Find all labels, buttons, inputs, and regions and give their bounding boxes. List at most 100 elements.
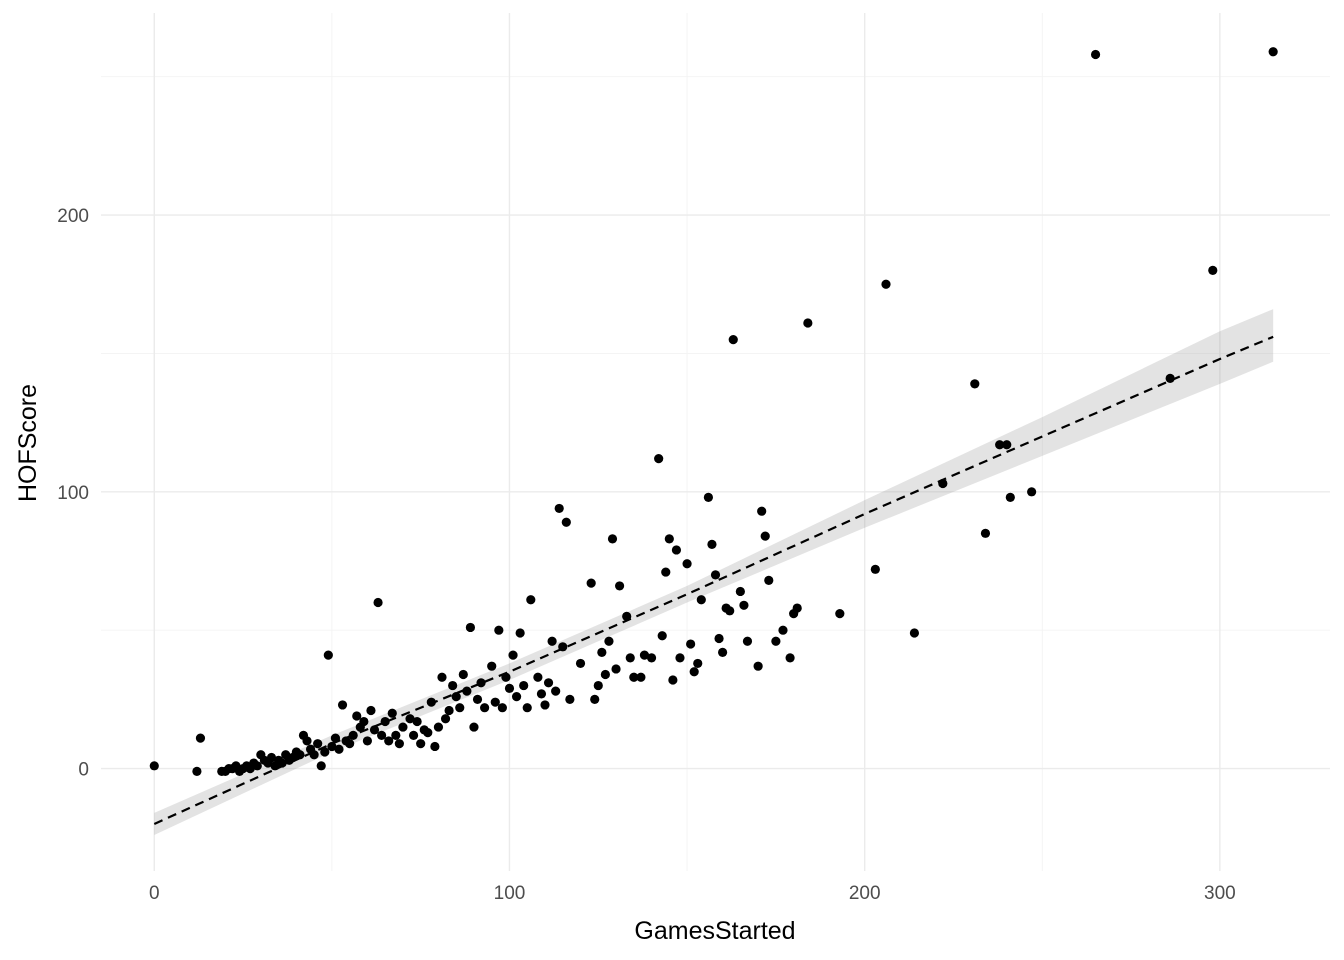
data-point: [398, 722, 408, 732]
data-point: [192, 766, 202, 776]
data-point: [835, 609, 845, 619]
data-point: [533, 672, 543, 682]
data-point: [554, 503, 564, 514]
data-point: [1268, 47, 1278, 57]
data-point: [405, 714, 415, 724]
data-point: [266, 752, 277, 763]
y-tick-label: 0: [78, 760, 89, 781]
data-point: [451, 692, 461, 702]
data-point: [803, 318, 813, 328]
data-point: [412, 716, 422, 727]
data-point: [416, 739, 426, 749]
data-point: [565, 694, 575, 705]
data-point: [661, 567, 671, 577]
data-point: [551, 686, 561, 696]
data-point: [476, 678, 486, 688]
data-point: [654, 454, 664, 464]
data-point: [362, 736, 373, 746]
data-point: [881, 279, 891, 289]
data-point: [682, 559, 692, 569]
data-point: [689, 667, 699, 677]
data-point: [352, 711, 362, 721]
data-point: [909, 628, 920, 638]
data-point: [320, 747, 330, 757]
data-point: [657, 631, 667, 641]
data-point: [778, 625, 788, 635]
data-point: [739, 600, 749, 610]
data-point: [671, 545, 682, 555]
data-point: [543, 678, 554, 688]
data-point: [323, 650, 333, 660]
regression-line: [153, 335, 1274, 825]
data-point: [373, 597, 383, 608]
data-point: [430, 741, 440, 752]
data-point: [433, 722, 444, 732]
data-point: [1005, 492, 1015, 502]
x-tick-label: 300: [1204, 883, 1236, 904]
data-point: [980, 528, 991, 538]
x-tick-label: 100: [494, 883, 526, 904]
y-tick-label: 200: [57, 206, 89, 227]
data-point: [760, 531, 770, 541]
data-point: [710, 570, 721, 580]
data-point: [380, 716, 390, 727]
data-point: [586, 578, 596, 588]
x-axis-tick-labels: 0 100 200 300: [149, 883, 1236, 904]
data-point: [995, 440, 1005, 450]
data-points: [149, 47, 1278, 776]
minor-gridlines: [101, 13, 1330, 871]
y-axis-title: HOFScore: [14, 384, 42, 502]
data-point: [359, 716, 369, 727]
data-point: [377, 730, 387, 740]
data-point: [693, 658, 703, 669]
data-point: [469, 722, 479, 732]
x-tick-label: 0: [149, 883, 160, 904]
data-point: [600, 669, 610, 680]
data-point: [686, 639, 696, 649]
data-point: [480, 703, 490, 713]
data-point: [440, 714, 451, 724]
data-point: [718, 647, 728, 657]
data-point: [487, 661, 497, 671]
data-point: [714, 633, 724, 644]
data-point: [1027, 487, 1037, 497]
data-point: [590, 694, 600, 705]
data-point: [771, 636, 781, 646]
data-point: [636, 672, 646, 682]
x-axis-title: GamesStarted: [634, 917, 795, 945]
data-point: [302, 736, 312, 746]
data-point: [490, 697, 500, 707]
data-point: [1208, 265, 1218, 275]
data-point: [725, 606, 735, 616]
data-point: [593, 680, 603, 691]
data-point: [504, 683, 515, 693]
data-point: [792, 603, 802, 613]
data-point: [149, 761, 159, 771]
data-point: [455, 703, 465, 713]
data-point: [508, 650, 518, 660]
data-point: [639, 650, 650, 660]
data-point: [391, 730, 401, 740]
data-point: [664, 534, 674, 544]
data-point: [334, 744, 344, 754]
data-point: [448, 680, 458, 691]
data-point: [629, 672, 639, 682]
data-point: [597, 647, 607, 657]
major-gridlines: [101, 13, 1330, 871]
data-point: [384, 736, 394, 746]
data-point: [519, 680, 529, 691]
data-point: [675, 653, 685, 663]
data-point: [604, 636, 614, 646]
data-point: [497, 703, 507, 713]
data-point: [394, 739, 404, 749]
data-point: [195, 733, 206, 743]
data-point: [607, 534, 618, 544]
data-point: [614, 581, 625, 591]
x-tick-label: 200: [849, 883, 881, 904]
data-point: [252, 761, 262, 771]
data-point: [458, 669, 468, 680]
data-point: [561, 517, 571, 527]
data-point: [316, 761, 326, 771]
data-point: [735, 586, 745, 597]
